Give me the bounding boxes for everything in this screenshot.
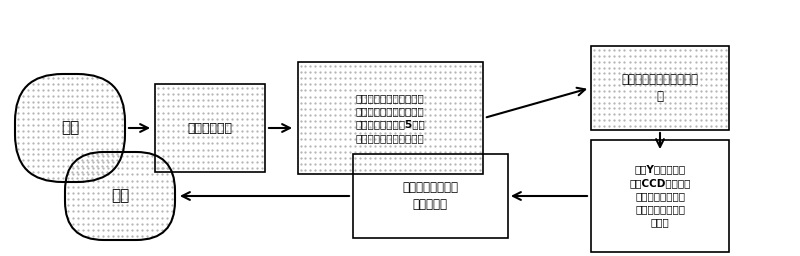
Bar	[155, 84, 265, 172]
Bar	[591, 46, 729, 130]
Text: 按双倍温度常数公
式计算其值: 按双倍温度常数公 式计算其值	[402, 181, 458, 211]
Bar	[298, 62, 482, 174]
Text: 开始: 开始	[61, 121, 79, 135]
Text: 调整硬件系统: 调整硬件系统	[187, 122, 233, 134]
Bar	[353, 154, 507, 238]
Text: 选取一系列等间隔分布的
积分时间；对每一个积分
时间，拍摄不少于5张图
像，摄取中间位置的一张: 选取一系列等间隔分布的 积分时间；对每一个积分 时间，拍摄不少于5张图 像，摄取…	[355, 93, 425, 143]
Text: 进行线性拟合，求得暗电
流: 进行线性拟合，求得暗电 流	[622, 73, 698, 103]
Text: 结束: 结束	[111, 188, 129, 204]
Text: 选取Y个等间隔分
布的CCD芯片工作
温度，对每一个温
度值，测量此时的
暗电流: 选取Y个等间隔分 布的CCD芯片工作 温度，对每一个温 度值，测量此时的 暗电流	[630, 165, 690, 227]
Bar	[591, 140, 729, 252]
